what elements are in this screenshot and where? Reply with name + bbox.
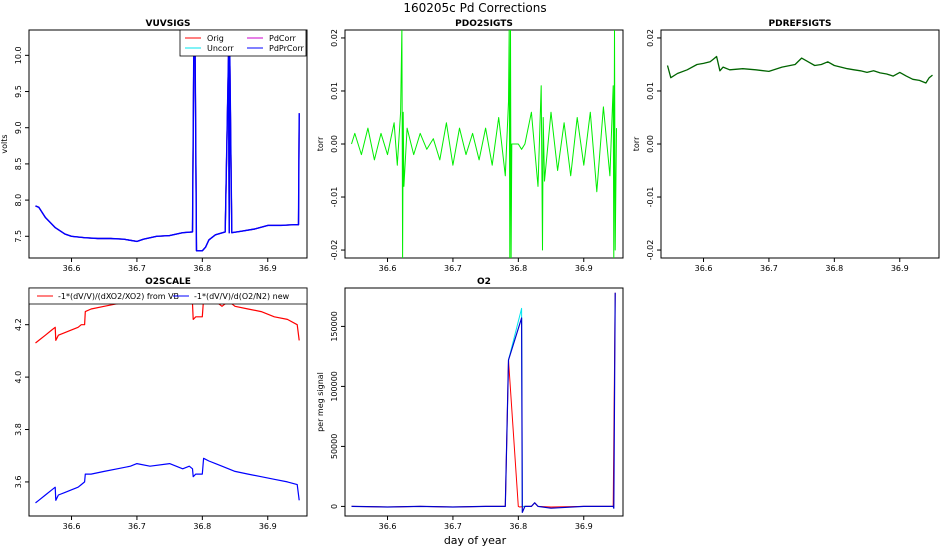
figure-title: 160205c Pd Corrections [403, 1, 546, 15]
pdrefsigts-ytick-label: 0.01 [646, 82, 655, 100]
pdrefsigts-title: PDREFSIGTS [769, 19, 832, 29]
vuvsigs-legend-label: Uncorr [207, 44, 234, 53]
pdrefsigts-ytick-label: 0.00 [646, 135, 655, 153]
o2scale-legend-label: -1*(dV/V)/(dXO2/XO2) from VB [58, 292, 179, 301]
panel-o2: O2 per meg signal 36.6 36.7 36.8 36.9 0 50000 10… [316, 277, 624, 531]
pdrefsigts-plot-frame [660, 29, 940, 259]
pdrefsigts-xtick-label: 36.9 [891, 264, 909, 273]
pdrefsigts-ytick-label: 0.02 [646, 29, 655, 47]
o2scale-ytick-label: 3.8 [14, 423, 23, 436]
o2scale-xtick-label: 36.7 [128, 522, 146, 531]
o2scale-ytick-label: 3.6 [14, 476, 23, 489]
panel-pdo2sigts: PDO2SIGTS torr 36.6 36.7 36.8 36.9 -0.02 -0.01 0… [316, 19, 624, 273]
vuvsigs-series-0 [35, 47, 300, 252]
vuvsigs-xtick-label: 36.8 [193, 264, 211, 273]
o2-xtick-label: 36.9 [575, 522, 593, 531]
vuvsigs-series-group [35, 47, 300, 252]
o2-ylabel: per meg signal [316, 372, 325, 432]
panel-pdrefsigts: PDREFSIGTS torr 36.6 36.7 36.8 36.9 -0.02 -0.01… [632, 19, 940, 273]
panel-o2scale: O2SCALE 36.6 36.7 36.8 36.9 3.6 3.8 4.0 4.2 -1*(d… [14, 277, 308, 531]
vuvsigs-plot-frame [28, 29, 308, 259]
figure-xlabel: day of year [444, 534, 507, 547]
o2scale-xtick-label: 36.8 [193, 522, 211, 531]
o2scale-xtick-label: 36.6 [63, 522, 81, 531]
vuvsigs-ytick-label: 8.5 [14, 158, 23, 171]
pdo2sigts-xtick-label: 36.8 [509, 264, 527, 273]
pdo2sigts-ytick-label: -0.01 [330, 187, 339, 208]
panel-vuvsigs: VUVSIGS volts 36.6 36.7 36.8 36.9 7.5 8.0 8.5 9.0… [0, 19, 308, 273]
o2scale-series-0 [35, 297, 300, 344]
pdrefsigts-ytick-label: -0.02 [646, 240, 655, 261]
vuvsigs-ytick-label: 9.5 [14, 85, 23, 98]
pdo2sigts-ytick-label: -0.02 [330, 240, 339, 261]
o2-ytick-label: 0 [330, 504, 339, 509]
pdrefsigts-xtick-label: 36.7 [760, 264, 778, 273]
pdo2sigts-ytick-label: 0.00 [330, 135, 339, 153]
o2-title: O2 [477, 277, 491, 287]
pdrefsigts-series-0 [666, 55, 933, 84]
vuvsigs-xtick-label: 36.6 [63, 264, 81, 273]
pdrefsigts-xtick-label: 36.8 [825, 264, 843, 273]
o2scale-title: O2SCALE [145, 277, 191, 287]
vuvsigs-ylabel: volts [0, 134, 9, 153]
pdo2sigts-xtick-label: 36.7 [444, 264, 462, 273]
pdo2sigts-ytick-label: 0.02 [330, 29, 339, 47]
pdrefsigts-ytick-label: -0.01 [646, 187, 655, 208]
o2-xtick-label: 36.7 [444, 522, 462, 531]
vuvsigs-title: VUVSIGS [146, 19, 191, 29]
pdo2sigts-xtick-label: 36.9 [575, 264, 593, 273]
o2scale-legend-label: -1*(dV/V)/d(O2/N2) new [194, 292, 290, 301]
vuvsigs-xtick-label: 36.7 [128, 264, 146, 273]
o2-plot-frame [344, 287, 624, 517]
o2scale-xtick-label: 36.9 [259, 522, 277, 531]
pdrefsigts-xtick-label: 36.6 [695, 264, 713, 273]
vuvsigs-legend-label: PdCorr [269, 34, 297, 43]
vuvsigs-series-3 [35, 47, 300, 252]
pdrefsigts-series-group [666, 55, 933, 84]
vuvsigs-legend-box [179, 29, 307, 57]
o2-series-0 [351, 292, 616, 508]
vuvsigs-series-1 [35, 47, 300, 252]
vuvsigs-legend-label: Orig [207, 34, 224, 43]
o2scale-legend: -1*(dV/V)/(dXO2/XO2) from VB -1*(dV/V)/d(… [28, 287, 308, 305]
vuvsigs-ytick-label: 9.0 [14, 121, 23, 134]
pdo2sigts-series-group [351, 30, 617, 258]
pdo2sigts-ylabel: torr [316, 136, 325, 151]
o2-ytick-label: 50000 [330, 434, 339, 459]
o2-xtick-label: 36.6 [379, 522, 397, 531]
pdo2sigts-title: PDO2SIGTS [455, 19, 513, 29]
vuvsigs-series-2 [35, 47, 300, 252]
o2scale-series-group [35, 297, 300, 504]
vuvsigs-xtick-label: 36.9 [259, 264, 277, 273]
o2scale-plot-frame [28, 287, 308, 517]
o2-series-group [351, 292, 616, 513]
o2-series-2 [351, 292, 616, 513]
o2-xtick-label: 36.8 [509, 522, 527, 531]
pdo2sigts-xtick-label: 36.6 [379, 264, 397, 273]
vuvsigs-ytick-label: 8.0 [14, 194, 23, 207]
pdo2sigts-series-0 [351, 30, 617, 258]
o2scale-ytick-label: 4.0 [14, 371, 23, 384]
vuvsigs-ytick-label: 10.0 [14, 46, 23, 64]
vuvsigs-legend-label: PdPrCorr [269, 44, 305, 53]
vuvsigs-ytick-label: 7.5 [14, 230, 23, 243]
pdo2sigts-ytick-label: 0.01 [330, 82, 339, 100]
o2scale-legend-box [28, 287, 308, 305]
o2-ytick-label: 150000 [330, 311, 339, 342]
o2scale-series-1 [35, 457, 300, 504]
o2-ytick-label: 100000 [330, 371, 339, 402]
pdrefsigts-ylabel: torr [632, 136, 641, 151]
o2scale-ytick-label: 4.2 [14, 318, 23, 331]
